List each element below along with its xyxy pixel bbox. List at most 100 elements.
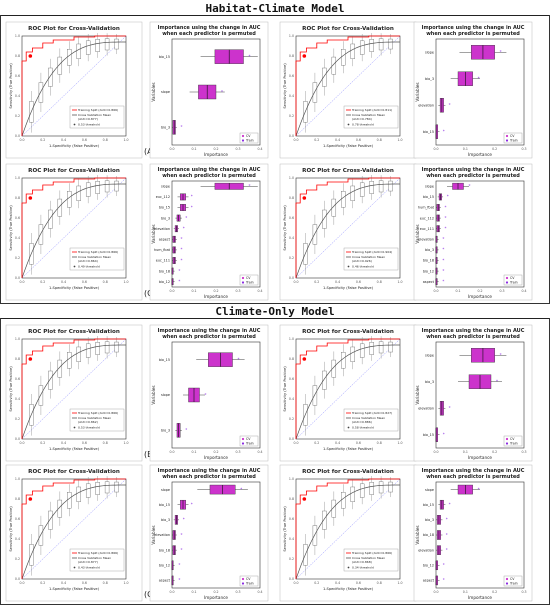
roc-cv-box [312, 525, 318, 546]
importance-train-point: * [446, 532, 448, 537]
importance-legend-cv-swatch [241, 577, 245, 581]
roc-y-tick: 0.0 [15, 276, 20, 280]
importance-legend-box [239, 132, 259, 144]
importance-variable-label: euc_112 [420, 216, 434, 220]
roc-cv-box [322, 67, 327, 87]
roc-legend-cv-label: Cross Validation Mean [78, 113, 111, 117]
roc-training-line [295, 478, 400, 579]
importance-legend-train-swatch [241, 281, 245, 284]
roc-y-label: Sensitivity (True Positive) [9, 506, 13, 552]
roc-title: ROC Plot for Cross-Validation [28, 26, 120, 32]
importance-x-tick: 0.3 [521, 147, 526, 151]
importance-x-label: Importance [204, 595, 228, 600]
roc-y-tick: 0.8 [289, 497, 294, 501]
roc-legend-cv-label: Cross Validation Mean [352, 255, 385, 259]
roc-legend-train-label: Training Split (AUC=0.866) [351, 551, 392, 555]
roc-cv-box [331, 499, 337, 518]
roc-title: ROC Plot for Cross-Validation [302, 168, 394, 174]
roc-random-line [295, 338, 401, 440]
importance-variable-label: bio_15 [423, 433, 434, 437]
importance-variable-label: bio_15 [423, 195, 434, 199]
roc-x-tick: 0.6 [356, 280, 361, 284]
importance-x-tick: 0.2 [492, 590, 497, 594]
roc-cv-box [331, 56, 337, 75]
roc-cv-box [369, 342, 374, 355]
importance-legend-cv-label: CV [510, 577, 515, 581]
roc-cv-box [114, 38, 119, 50]
roc-legend-box [343, 548, 399, 572]
importance-x-tick: 0.1 [463, 590, 468, 594]
roc-legend-box [69, 408, 125, 432]
roc-random-line [21, 35, 127, 137]
importance-y-label: Variables [415, 224, 420, 243]
roc-x-tick: 0.0 [19, 581, 24, 585]
importance-variable-label: bio_12 [159, 563, 170, 567]
roc-x-tick: 0.2 [40, 138, 45, 142]
importance-title: Importance using the change in AUC [158, 328, 261, 334]
importance-variable-label: bio_3 [425, 248, 434, 252]
roc-cv-box [388, 341, 393, 353]
roc-panel-frame [5, 21, 143, 159]
roc-title: ROC Plot for Cross-Validation [28, 329, 120, 335]
roc-x-tick: 0.2 [314, 441, 319, 445]
roc-x-tick: 0.4 [61, 138, 66, 142]
importance-train-point: * [183, 226, 185, 231]
importance-x-tick: 0.0 [169, 289, 174, 293]
importance-variable-label: slope [161, 90, 170, 94]
importance-title: Importance using the change in AUC [158, 167, 261, 173]
importance-variable-label: bio_18 [423, 533, 434, 537]
roc-legend-threshold-swatch [347, 265, 350, 268]
roc-random-line [295, 478, 401, 580]
roc-cv-mean-line [21, 41, 126, 137]
importance-train-point: * [191, 194, 193, 199]
roc-random-line [295, 35, 401, 137]
importance-train-point: * [178, 563, 180, 568]
importance-variable-label: euc_111 [420, 227, 434, 231]
roc-x-tick: 0.2 [314, 280, 319, 284]
roc-legend-threshold-swatch [73, 265, 76, 268]
importance-train-point: * [496, 379, 498, 384]
importance-train-point: * [445, 215, 447, 220]
importance-variable-label: bio_3 [161, 126, 170, 130]
roc-legend-train-label: Training Split (AUC=0.827) [351, 411, 392, 415]
importance-y-label: Variables [151, 82, 156, 101]
importance-legend-box [239, 435, 259, 447]
roc-x-tick: 0.2 [40, 280, 45, 284]
importance-subtitle: when each predictor is permuted [426, 31, 520, 37]
importance-plot-area [435, 180, 525, 288]
importance-legend-box [239, 274, 259, 286]
roc-x-label: 1-Specificity (False Positive) [49, 144, 100, 148]
importance-train-point: * [446, 517, 448, 522]
importance-title: Importance using the change in AUC [422, 25, 525, 31]
importance-x-tick: 0.3 [521, 590, 526, 594]
importance-train-point: * [443, 432, 445, 437]
roc-legend-threshold-label: 0.49 threshold [78, 265, 100, 269]
importance-train-point: * [205, 392, 207, 397]
roc-cv-box [67, 191, 72, 208]
importance-x-tick: 0.4 [257, 147, 262, 151]
importance-legend-cv-swatch [505, 577, 509, 581]
importance-x-tick: 0.2 [213, 147, 218, 151]
roc-x-tick: 0.4 [335, 280, 340, 284]
roc-y-tick: 0.8 [15, 54, 20, 58]
roc-title: ROC Plot for Cross-Validation [302, 329, 394, 335]
importance-train-point: * [443, 563, 445, 568]
roc-legend-threshold-swatch [347, 426, 350, 429]
importance-variable-label: elevation [154, 227, 170, 231]
roc-cv-box [359, 40, 365, 55]
roc-panel-frame [5, 163, 143, 301]
roc-legend-threshold-label: 0.53 threshold [78, 426, 100, 430]
importance-x-tick: 0.2 [477, 289, 482, 293]
roc-cv-box [331, 198, 337, 217]
roc-threshold-point [28, 196, 33, 200]
roc-cv-box [76, 185, 81, 201]
roc-y-tick: 1.0 [15, 176, 20, 180]
roc-training-line [295, 338, 400, 439]
roc-cv-box [369, 39, 374, 52]
importance-legend-cv-label: CV [510, 437, 515, 441]
roc-y-tick: 0.2 [15, 114, 20, 118]
roc-training-line [295, 35, 400, 136]
importance-title: Importance using the change in AUC [422, 167, 525, 173]
importance-y-label: Variables [415, 385, 420, 404]
